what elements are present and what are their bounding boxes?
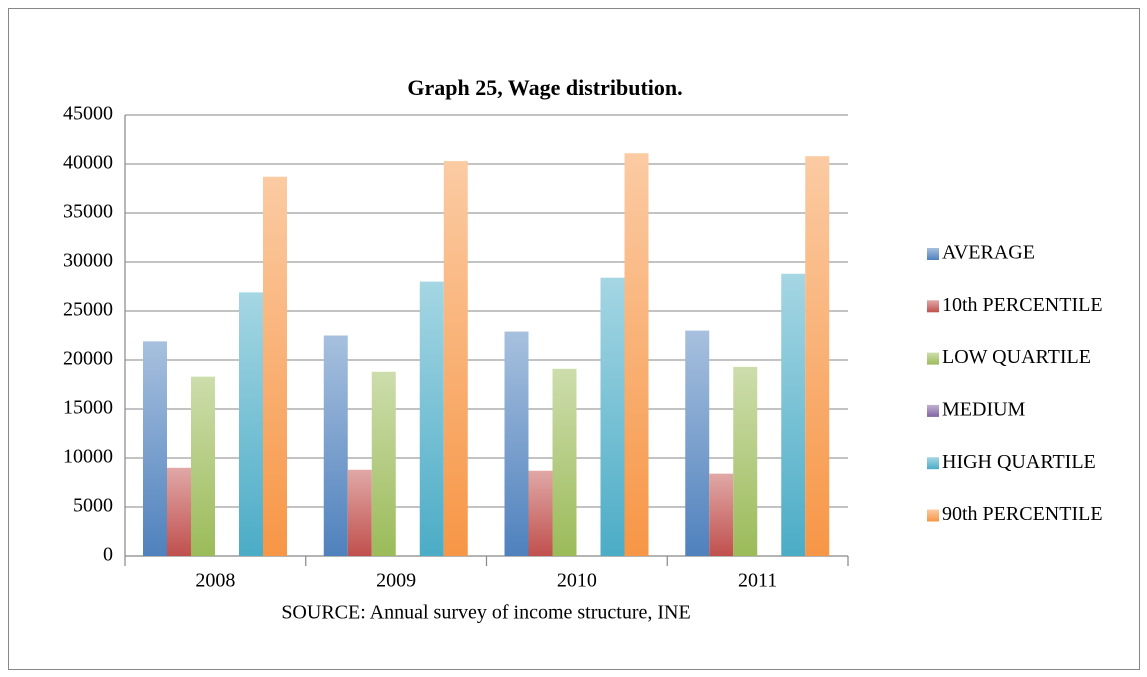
bar bbox=[624, 153, 649, 556]
bar bbox=[805, 156, 830, 556]
bar bbox=[167, 467, 191, 556]
legend-swatch bbox=[927, 404, 939, 417]
bar bbox=[443, 161, 468, 556]
legend-swatch bbox=[927, 248, 939, 260]
legend-swatch bbox=[927, 300, 939, 313]
bar bbox=[263, 176, 287, 557]
legend-label: AVERAGE bbox=[942, 242, 1035, 264]
bar bbox=[371, 371, 396, 556]
bar bbox=[552, 368, 577, 556]
legend-label: MEDIUM bbox=[942, 398, 1026, 420]
legend-swatch bbox=[927, 457, 939, 470]
legend-label: 90th PERCENTILE bbox=[942, 503, 1103, 525]
y-tick-label: 5000 bbox=[73, 495, 113, 517]
y-tick-label: 35000 bbox=[63, 201, 113, 223]
legend-label: LOW QUARTILE bbox=[942, 346, 1091, 368]
bar bbox=[709, 473, 734, 556]
bar bbox=[347, 469, 372, 556]
y-tick-label: 20000 bbox=[63, 348, 113, 370]
bar bbox=[504, 331, 529, 556]
chart-frame bbox=[8, 8, 1140, 670]
x-tick-label: 2008 bbox=[195, 570, 235, 592]
source-note: SOURCE: Annual survey of income structur… bbox=[281, 602, 690, 624]
bar bbox=[781, 273, 806, 556]
legend-swatch bbox=[927, 509, 939, 522]
bar bbox=[191, 376, 215, 556]
y-tick-label: 10000 bbox=[63, 446, 113, 468]
x-tick-label: 2010 bbox=[557, 570, 597, 592]
y-tick-label: 15000 bbox=[63, 397, 113, 419]
bar bbox=[419, 281, 444, 556]
bar bbox=[733, 366, 758, 556]
y-tick-label: 0 bbox=[103, 544, 113, 566]
bar bbox=[528, 470, 553, 556]
legend-label: 10th PERCENTILE bbox=[942, 294, 1103, 316]
y-tick-label: 45000 bbox=[63, 103, 113, 125]
bar bbox=[323, 335, 348, 556]
bar bbox=[239, 292, 263, 556]
x-tick-label: 2009 bbox=[376, 570, 416, 592]
legend-swatch bbox=[927, 352, 939, 365]
bar bbox=[600, 277, 625, 556]
y-tick-label: 25000 bbox=[63, 299, 113, 321]
bar bbox=[685, 330, 710, 556]
y-tick-label: 30000 bbox=[63, 250, 113, 272]
y-tick-label: 40000 bbox=[63, 152, 113, 174]
x-tick-label: 2011 bbox=[738, 570, 777, 592]
bar bbox=[143, 341, 167, 556]
chart-title: Graph 25, Wage distribution. bbox=[407, 75, 682, 100]
legend-label: HIGH QUARTILE bbox=[942, 451, 1096, 473]
